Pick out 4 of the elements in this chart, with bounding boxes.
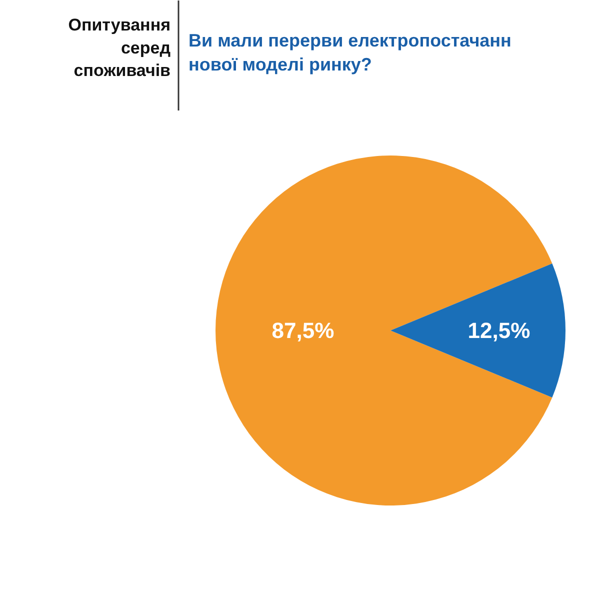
- chart-title: Ви мали перерви електропостачанн нової моделі ринку?: [188, 30, 512, 74]
- data-label: 12,5%: [468, 318, 530, 343]
- data-label: 87,5%: [272, 318, 334, 343]
- chart-subtitle: Опитування серед споживачів: [68, 16, 171, 80]
